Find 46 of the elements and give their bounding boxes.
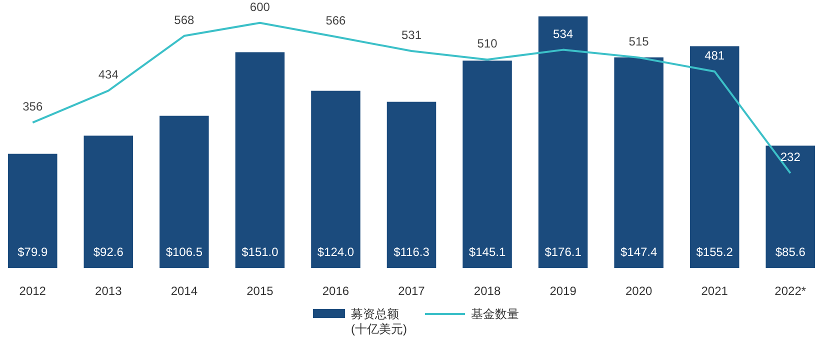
- data-label: 534: [553, 26, 574, 41]
- data-label: 568: [174, 12, 195, 27]
- x-tick-label: 2016: [322, 284, 350, 298]
- bar: [538, 16, 588, 268]
- bar: [386, 102, 436, 268]
- data-label: $116.3: [394, 245, 430, 259]
- legend-label: 基金数量: [471, 307, 519, 321]
- data-label: 481: [704, 48, 725, 62]
- data-label: $151.0: [242, 245, 279, 259]
- legend-label: 募资总额 (十亿美元): [351, 307, 407, 336]
- data-label: $155.2: [696, 245, 734, 259]
- data-label: $145.1: [468, 245, 506, 259]
- x-tick-label: 2021: [701, 284, 728, 298]
- bar: [84, 136, 134, 268]
- data-label: $147.4: [620, 245, 658, 259]
- data-label: 232: [780, 150, 801, 164]
- bar: [235, 52, 285, 268]
- data-label: 600: [250, 0, 270, 14]
- x-tick-label: 2018: [474, 284, 501, 298]
- x-tick-label: 2013: [95, 284, 122, 298]
- bar: [766, 146, 815, 268]
- data-label: $106.5: [166, 245, 203, 259]
- data-label: 566: [326, 14, 346, 28]
- data-label: $92.6: [93, 245, 124, 259]
- x-tick-label: 2019: [550, 284, 577, 298]
- data-label: $79.9: [18, 245, 48, 259]
- bar: [160, 116, 209, 268]
- x-tick-label: 2017: [398, 284, 426, 298]
- data-label: 510: [477, 36, 498, 51]
- data-label: 515: [628, 34, 650, 49]
- x-tick-label: 2022*: [774, 284, 806, 298]
- data-label: $124.0: [317, 245, 354, 259]
- bar: [614, 57, 664, 268]
- data-label: 434: [98, 68, 119, 82]
- data-label: $176.1: [544, 245, 582, 259]
- x-tick-label: 2014: [170, 284, 198, 298]
- x-tick-label: 2020: [625, 284, 652, 298]
- data-label: $85.6: [775, 245, 806, 259]
- bar: [8, 154, 58, 268]
- x-tick-label: 2012: [19, 284, 46, 298]
- bar: [311, 90, 360, 268]
- bar: [690, 46, 740, 268]
- bar: [462, 60, 512, 268]
- data-label: 531: [401, 28, 422, 42]
- x-tick-label: 2015: [246, 284, 274, 298]
- data-label: 356: [22, 100, 43, 114]
